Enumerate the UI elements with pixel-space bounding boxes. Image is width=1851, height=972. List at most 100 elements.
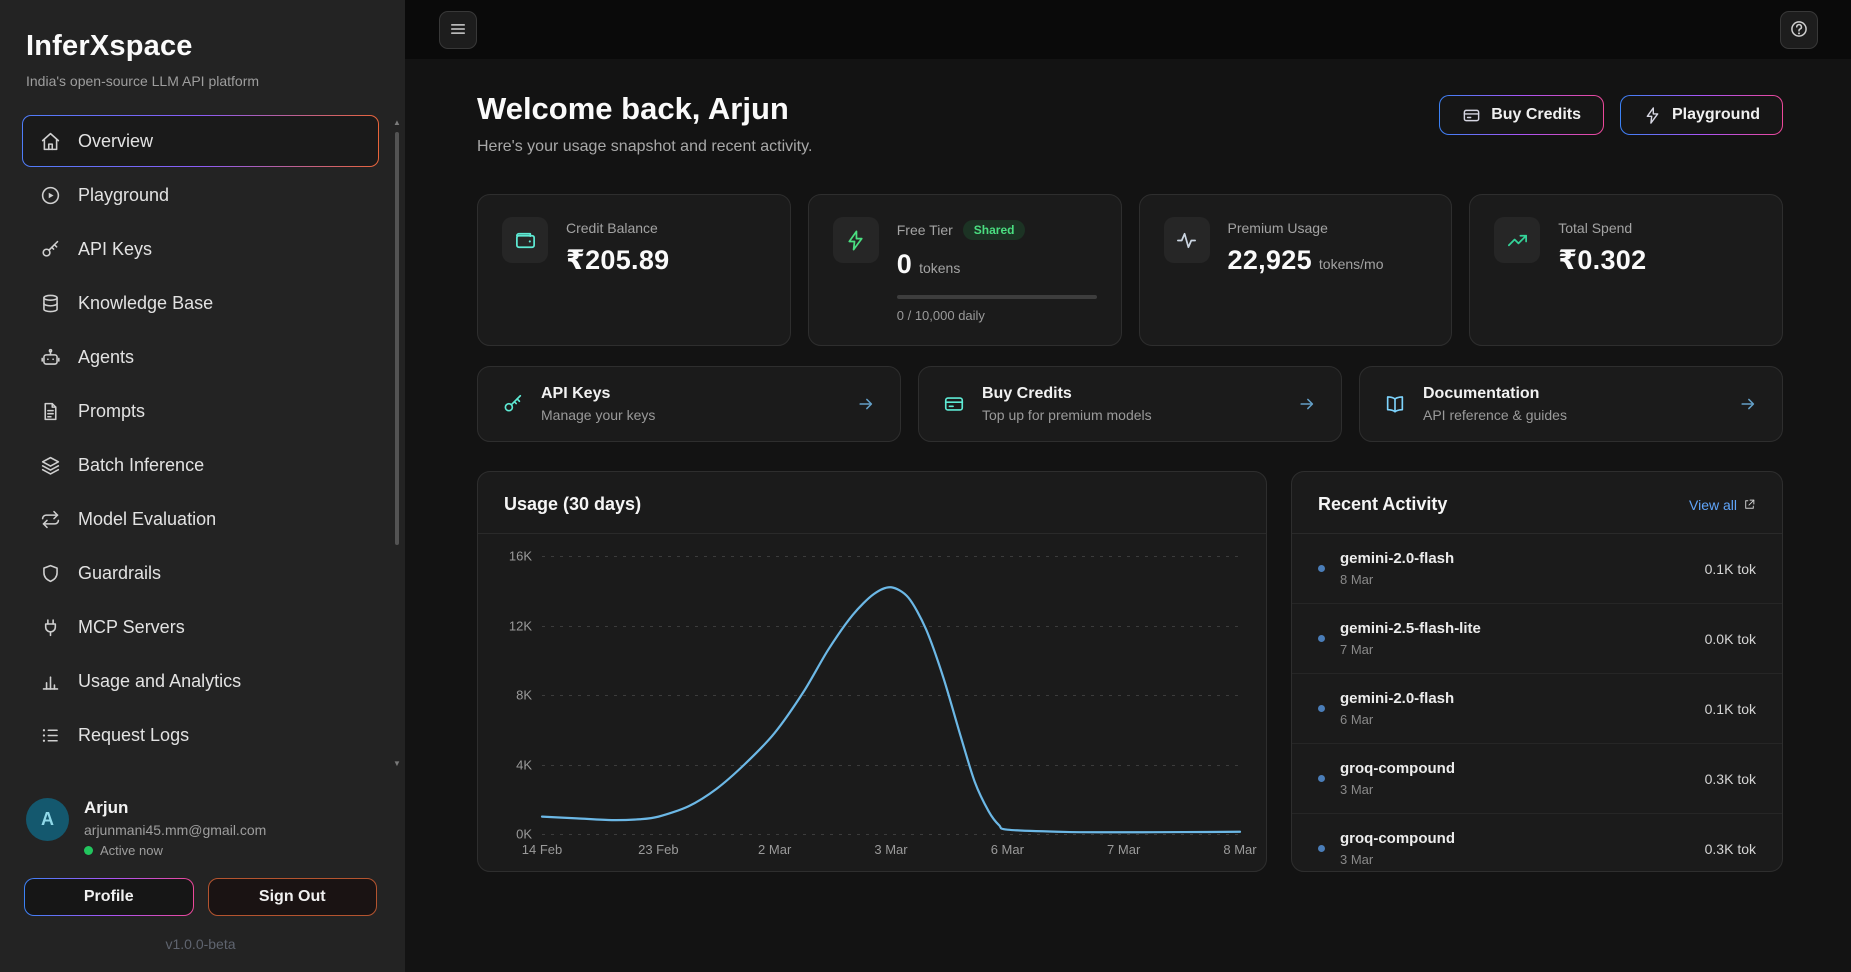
sign-out-button[interactable]: Sign Out	[207, 878, 377, 916]
arrow-right-icon	[1297, 394, 1317, 414]
sidebar-item-prompts[interactable]: Prompts	[22, 385, 379, 437]
sidebar-scrollbar[interactable]: ▲ ▼	[391, 118, 403, 768]
model-name: gemini-2.0-flash	[1340, 550, 1455, 567]
sidebar-item-request-logs[interactable]: Request Logs	[22, 709, 379, 761]
x-tick-label: 14 Feb	[521, 842, 563, 857]
external-link-icon	[1743, 498, 1756, 511]
progress-text: 0 / 10,000 daily	[896, 308, 985, 323]
x-tick-label: 8 Mar	[1223, 842, 1257, 857]
chart-body: 16K 12K 8K 4K 0K 14 Feb 23 Feb 2 Mar 3 Mar 6 Mar…	[478, 534, 1266, 858]
quick-action-buy-credits[interactable]: Buy Credits Top up for premium models	[918, 366, 1342, 442]
page-subtitle: Here's your usage snapshot and recent ac…	[477, 138, 813, 155]
arrow-right-icon	[1738, 394, 1758, 414]
y-tick-label: 16K	[508, 548, 532, 564]
y-tick-label: 12K	[508, 618, 532, 633]
sidebar-item-label: Batch Inference	[78, 454, 205, 475]
sidebar-bottom: A Arjun arjunmani45.mm@gmail.com Active …	[22, 792, 379, 958]
token-count: 0.0K tok	[1704, 630, 1756, 647]
user-status-label: Active now	[100, 843, 163, 858]
model-name: gemini-2.5-flash-lite	[1340, 620, 1481, 637]
sidebar-item-agents[interactable]: Agents	[22, 331, 379, 383]
sidebar-item-overview[interactable]: Overview	[22, 115, 379, 167]
action-text: Buy Credits Top up for premium models	[982, 385, 1152, 423]
view-all-link[interactable]: View all	[1689, 497, 1756, 513]
y-tick-label: 4K	[516, 757, 532, 772]
stat-label: Free Tier	[896, 222, 953, 238]
playground-button[interactable]: Playground	[1620, 95, 1783, 135]
lightning-icon	[1643, 106, 1662, 125]
stat-card-free-tier: Free Tier Shared 0 tokens 0 / 10,000 daily	[807, 194, 1122, 346]
quick-action-documentation[interactable]: Documentation API reference & guides	[1359, 366, 1783, 442]
usage-chart-card: Usage (30 days) 16K 12K 8K 4K 0K 14 Feb 23 Fe…	[477, 471, 1267, 872]
x-tick-label: 23 Feb	[638, 842, 679, 857]
stat-unit: tokens/mo	[1318, 256, 1384, 272]
bar-chart-icon	[40, 671, 61, 692]
avatar[interactable]: A	[26, 798, 69, 841]
play-icon	[40, 185, 61, 206]
activity-row[interactable]: groq-compound 3 Mar 0.3K tok	[1292, 744, 1782, 814]
sidebar-item-batch-inference[interactable]: Batch Inference	[22, 439, 379, 491]
quick-action-api-keys[interactable]: API Keys Manage your keys	[477, 366, 901, 442]
activity-date: 8 Mar	[1340, 572, 1374, 587]
user-info: Arjun arjunmani45.mm@gmail.com Active no…	[84, 798, 266, 858]
sidebar-item-knowledge-base[interactable]: Knowledge Base	[22, 277, 379, 329]
sidebar-item-usage-and-analytics[interactable]: Usage and Analytics	[22, 655, 379, 707]
sidebar-item-label: Agents	[78, 346, 135, 367]
file-text-icon	[40, 401, 61, 422]
sidebar-item-playground[interactable]: Playground	[22, 169, 379, 221]
chart-plot: 14 Feb 23 Feb 2 Mar 3 Mar 6 Mar 7 Mar 8 Mar	[522, 556, 1257, 857]
header-actions: Buy Credits Playground	[1439, 95, 1783, 135]
gridline	[542, 695, 1240, 696]
x-tick-label: 7 Mar	[1107, 842, 1141, 857]
action-subtitle: Top up for premium models	[982, 407, 1152, 423]
sidebar-nav: Overview Playground API Keys Knowledge Base…	[22, 115, 379, 763]
profile-button[interactable]: Profile	[24, 878, 194, 916]
page-header: Welcome back, Arjun Here's your usage sn…	[477, 91, 1783, 156]
gridline	[542, 625, 1240, 627]
scroll-down-arrow[interactable]: ▼	[393, 759, 401, 768]
menu-button[interactable]	[439, 10, 477, 49]
activity-row[interactable]: groq-compound 3 Mar 0.3K tok	[1292, 814, 1782, 871]
chart-card-header: Usage (30 days)	[478, 472, 1266, 534]
model-name: gemini-2.0-flash	[1340, 690, 1455, 707]
layers-icon	[40, 455, 61, 476]
sidebar-item-label: Overview	[78, 130, 154, 151]
activity-row[interactable]: gemini-2.0-flash 6 Mar 0.1K tok	[1292, 674, 1782, 744]
y-tick-label: 0K	[516, 826, 532, 842]
app-subtitle: India's open-source LLM API platform	[26, 73, 260, 89]
activity-text: groq-compound 3 Mar	[1340, 760, 1455, 797]
sidebar-item-mcp-servers[interactable]: MCP Servers	[22, 601, 379, 653]
button-label: Buy Credits	[1491, 106, 1581, 123]
sidebar-item-guardrails[interactable]: Guardrails	[22, 547, 379, 599]
x-tick-label: 3 Mar	[874, 842, 908, 857]
activity-row[interactable]: gemini-2.5-flash-lite 7 Mar 0.0K tok	[1292, 604, 1782, 674]
view-all-label: View all	[1689, 496, 1737, 513]
action-title: Buy Credits	[982, 385, 1072, 402]
bullet-icon	[1318, 775, 1325, 782]
free-tier-progress-bar	[896, 295, 1097, 299]
user-status: Active now	[84, 843, 266, 858]
scroll-up-arrow[interactable]: ▲	[393, 118, 401, 127]
database-icon	[40, 293, 61, 314]
sidebar-item-label: Guardrails	[78, 562, 162, 583]
user-box: A Arjun arjunmani45.mm@gmail.com Active …	[22, 792, 379, 878]
stat-value: 22,925	[1227, 245, 1312, 275]
page-content: Welcome back, Arjun Here's your usage sn…	[405, 59, 1851, 972]
help-button[interactable]	[1780, 10, 1818, 49]
stat-value: ₹205.89	[566, 245, 670, 275]
sidebar-item-label: Model Evaluation	[78, 508, 217, 529]
buy-credits-button[interactable]: Buy Credits	[1439, 95, 1604, 135]
sidebar-item-label: Usage and Analytics	[78, 670, 242, 691]
user-name: Arjun	[84, 798, 129, 817]
sidebar-item-label: Prompts	[78, 400, 146, 421]
list-icon	[40, 725, 61, 746]
online-dot-icon	[84, 846, 93, 855]
scrollbar-track[interactable]	[395, 130, 399, 756]
stat-card-total-spend: Total Spend ₹0.302	[1469, 194, 1783, 346]
sidebar-item-label: Request Logs	[78, 724, 190, 745]
sidebar-item-api-keys[interactable]: API Keys	[22, 223, 379, 275]
sidebar-item-model-evaluation[interactable]: Model Evaluation	[22, 493, 379, 545]
activity-row[interactable]: gemini-2.0-flash 8 Mar 0.1K tok	[1292, 534, 1782, 604]
scrollbar-thumb[interactable]	[395, 132, 399, 546]
